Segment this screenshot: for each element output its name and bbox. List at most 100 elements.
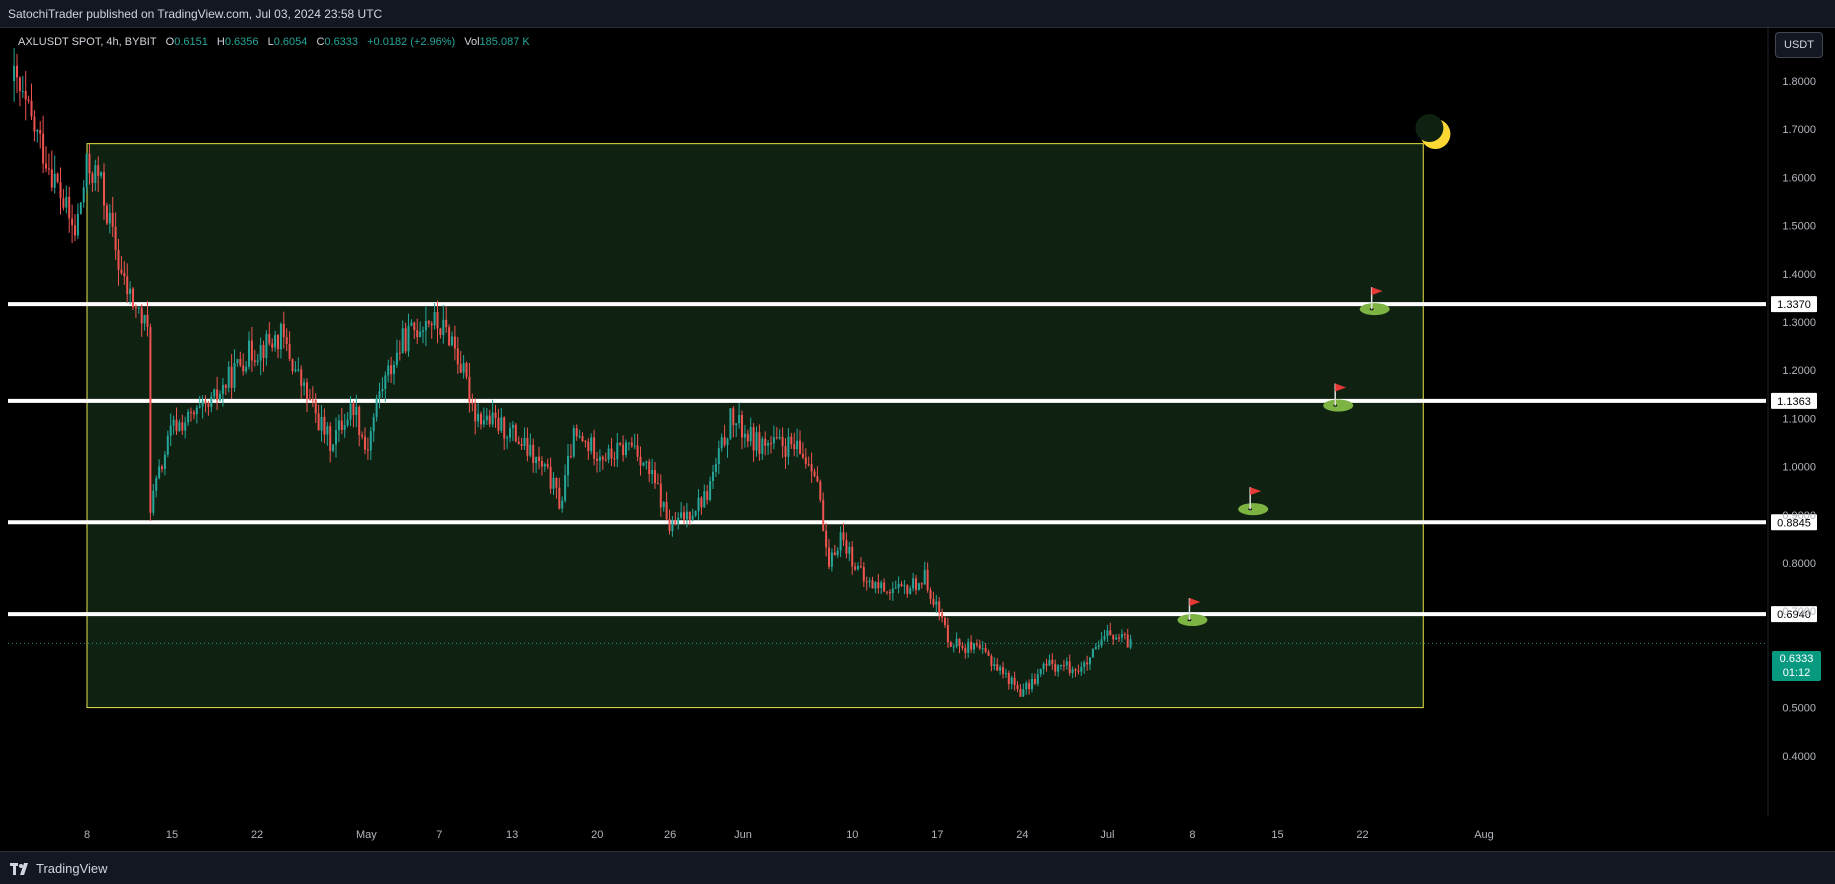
candle-body xyxy=(366,449,369,451)
candle-body xyxy=(1126,634,1129,648)
flag-marker[interactable] xyxy=(1323,383,1354,412)
candle-body xyxy=(340,420,343,430)
candle-body xyxy=(1057,665,1060,672)
moon-icon[interactable] xyxy=(1415,114,1451,150)
candle-body xyxy=(607,448,610,460)
candle xyxy=(691,508,694,522)
volume-value: 185.087 K xyxy=(479,36,530,48)
candle xyxy=(474,398,477,435)
candle-body xyxy=(758,432,761,454)
candle xyxy=(932,591,935,608)
candle-body xyxy=(285,337,288,344)
candle-body xyxy=(111,213,114,227)
candle xyxy=(140,304,143,337)
candle xyxy=(1118,633,1121,643)
candle xyxy=(488,409,491,428)
flag-marker[interactable] xyxy=(1238,487,1269,516)
candle xyxy=(604,452,607,462)
candle xyxy=(610,438,613,466)
candle-body xyxy=(364,436,367,450)
symbol-label[interactable]: AXLUSDT SPOT, 4h, BYBIT xyxy=(18,36,157,48)
candle-body xyxy=(1071,669,1074,673)
candle-body xyxy=(944,617,947,625)
candle-body xyxy=(996,664,999,671)
candle xyxy=(871,576,874,589)
candle-body xyxy=(706,491,709,500)
candle xyxy=(459,350,462,374)
candle xyxy=(326,422,329,446)
candle xyxy=(616,432,619,468)
candle-body xyxy=(514,424,517,442)
candle xyxy=(987,649,990,657)
candle xyxy=(42,115,45,174)
candle xyxy=(47,153,50,176)
candle-body xyxy=(984,647,987,652)
tradingview-logo[interactable]: TradingView xyxy=(10,861,108,876)
candle-body xyxy=(819,481,822,500)
candle xyxy=(129,281,132,305)
candle xyxy=(462,355,465,379)
candle xyxy=(825,522,828,557)
candle xyxy=(416,318,419,344)
candle-body xyxy=(511,424,514,429)
candle xyxy=(262,340,265,372)
candle-body xyxy=(784,446,787,457)
range-box[interactable] xyxy=(86,143,1424,709)
candle-body xyxy=(561,500,564,509)
candle-body xyxy=(775,437,778,439)
candle xyxy=(216,376,219,411)
candle-body xyxy=(569,455,572,457)
flag-marker[interactable] xyxy=(1177,598,1208,627)
candle xyxy=(764,431,767,456)
candle xyxy=(996,658,999,672)
candle-body xyxy=(288,343,291,360)
candle-body xyxy=(801,453,804,458)
candle xyxy=(169,413,172,447)
candle xyxy=(506,435,509,449)
candle-body xyxy=(465,363,468,377)
candle xyxy=(868,577,871,588)
candle-body xyxy=(732,408,735,426)
candle xyxy=(598,449,601,473)
candle xyxy=(410,319,413,327)
candle-body xyxy=(1028,682,1031,689)
candle-body xyxy=(68,196,71,219)
candle xyxy=(201,395,204,419)
y-axis-tick: 1.5000 xyxy=(1782,221,1816,233)
candle xyxy=(195,405,198,424)
candle-body xyxy=(1007,672,1010,685)
candle-body xyxy=(804,457,807,464)
candle xyxy=(958,638,961,654)
candle xyxy=(372,413,375,442)
candle xyxy=(775,427,778,440)
candle xyxy=(778,429,781,440)
candle-body xyxy=(430,323,433,326)
candle-body xyxy=(575,428,578,437)
currency-button[interactable]: USDT xyxy=(1775,32,1823,58)
candle-body xyxy=(549,466,552,489)
candle-body xyxy=(1016,685,1019,690)
flag-marker[interactable] xyxy=(1359,287,1390,316)
candle xyxy=(1028,679,1031,695)
candle-body xyxy=(1123,633,1126,635)
candle xyxy=(355,394,358,428)
candle-body xyxy=(1031,679,1034,689)
candle xyxy=(833,544,836,556)
level-price-label-text: 1.3370 xyxy=(1777,299,1811,311)
low-key: L xyxy=(267,36,274,48)
candle xyxy=(68,186,71,233)
level-price-label: 1.3370 xyxy=(1771,296,1817,313)
candle-body xyxy=(439,328,442,336)
level-price-label-text: 0.8845 xyxy=(1777,517,1811,529)
candle xyxy=(656,473,659,485)
price-chart[interactable]: 1.3370 1.1363 0.8845 0.6940 1.8000 1.7000 1.6… xyxy=(0,28,1835,850)
candle-body xyxy=(851,546,854,567)
candle xyxy=(198,395,201,409)
candle-body xyxy=(195,407,198,415)
candle xyxy=(256,354,259,366)
candle xyxy=(514,422,517,443)
candle-body xyxy=(616,442,619,460)
candle xyxy=(993,657,996,671)
candle-body xyxy=(894,587,897,589)
candle xyxy=(250,326,253,372)
